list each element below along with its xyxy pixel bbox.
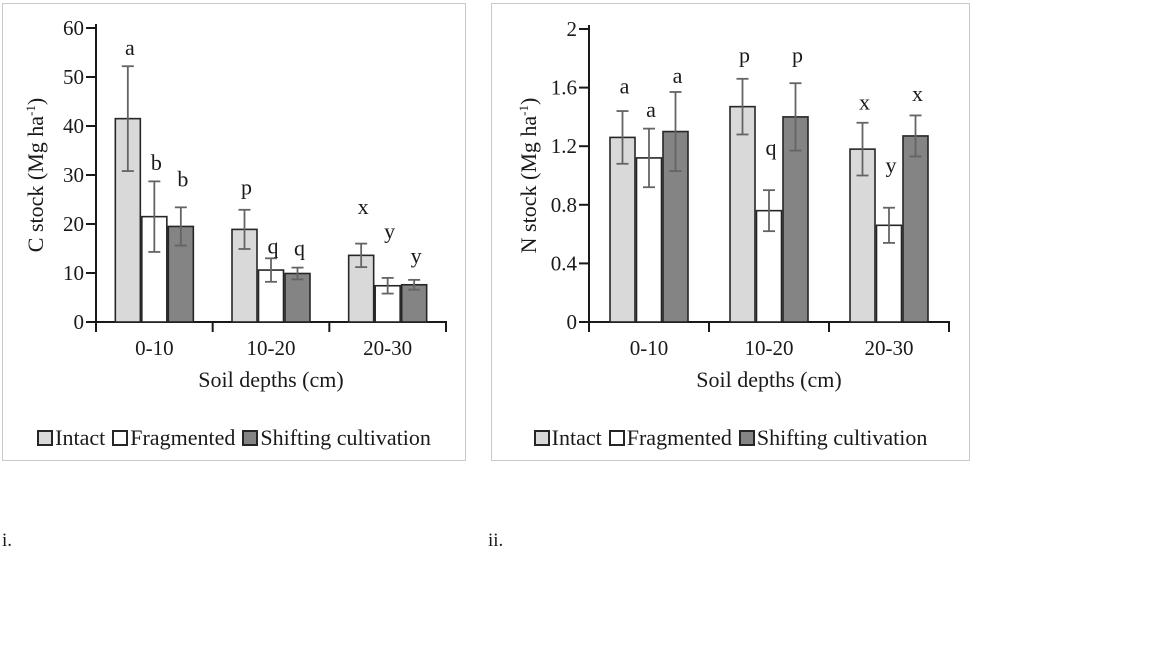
legend-swatch-icon-shifting-cultivation xyxy=(738,430,755,446)
sig-letter-shifting-cultivation-20-30: y xyxy=(411,243,422,268)
y-tick-label: 20 xyxy=(63,212,84,236)
y-tick-label: 0 xyxy=(74,310,85,334)
y-tick-label: 0.8 xyxy=(551,193,577,217)
c-stock-bar-chart: 0 10 20 30 40 50 60 0-10 10-20 20-30 Soil depths (… xyxy=(23,16,447,392)
panel-n-stock-chart: 0 0.4 0.8 1.2 1.6 2 0-10 10-20 20-30 Soil depths … xyxy=(491,3,970,461)
bar-intact-10-20 xyxy=(729,105,756,323)
legend-label-fragmented: Fragmented xyxy=(130,425,236,450)
legend-item-intact: Intact xyxy=(37,425,105,451)
figure-label-i: i. xyxy=(2,530,13,551)
legend-swatch-icon-shifting-cultivation xyxy=(242,430,259,446)
bar-intact-0-10 xyxy=(609,136,636,323)
y-tick-label: 2 xyxy=(567,17,578,41)
x-tick-label: 0-10 xyxy=(630,336,669,360)
sig-letter-intact-0-10: a xyxy=(620,73,630,98)
c-stock-legend: Intact Fragmented Shifting cultivation xyxy=(3,425,465,451)
bar-shifting-cultivation-20-30 xyxy=(400,283,428,323)
sig-letter-intact-10-20: p xyxy=(739,43,750,68)
y-tick-label: 0.4 xyxy=(551,251,578,275)
x-tick-label: 20-30 xyxy=(363,336,412,360)
x-axis-title: Soil depths (cm) xyxy=(198,367,343,392)
legend-swatch-icon-fragmented xyxy=(608,430,625,446)
bar-fragmented-20-30 xyxy=(374,284,401,323)
sig-letter-intact-0-10: a xyxy=(125,35,135,60)
legend-swatch-icon-intact xyxy=(37,430,54,446)
sig-letter-intact-20-30: x xyxy=(859,90,870,115)
sig-letter-shifting-cultivation-10-20: p xyxy=(792,43,803,68)
legend-swatch-icon-fragmented xyxy=(112,430,129,446)
legend-label-shifting-cultivation: Shifting cultivation xyxy=(756,425,928,450)
y-tick-label: 40 xyxy=(63,114,84,138)
y-tick-label: 10 xyxy=(63,261,84,285)
y-axis-title: C stock (Mg ha-1) xyxy=(23,98,48,252)
legend-item-fragmented: Fragmented xyxy=(112,425,235,451)
legend-label-intact: Intact xyxy=(55,425,106,450)
y-tick-label: 1.6 xyxy=(551,76,577,100)
x-tick-label: 0-10 xyxy=(135,336,174,360)
legend-item-intact: Intact xyxy=(533,425,602,451)
bar-shifting-cultivation-10-20 xyxy=(284,272,311,323)
n-stock-legend: Intact Fragmented Shifting cultivation xyxy=(492,425,969,451)
sig-letter-shifting-cultivation-10-20: q xyxy=(294,235,305,260)
x-tick-label: 10-20 xyxy=(247,336,296,360)
legend-label-fragmented: Fragmented xyxy=(626,425,732,450)
legend-swatch-icon-intact xyxy=(533,430,550,446)
y-tick-label: 30 xyxy=(63,163,84,187)
sig-letter-intact-20-30: x xyxy=(358,194,369,219)
y-tick-label: 1.2 xyxy=(551,134,577,158)
x-axis-title: Soil depths (cm) xyxy=(696,367,841,392)
sig-letter-fragmented-10-20: q xyxy=(766,135,777,160)
y-tick-label: 50 xyxy=(63,65,84,89)
bar-intact-0-10 xyxy=(114,117,142,323)
sig-letter-fragmented-10-20: q xyxy=(268,233,279,258)
n-stock-bar-chart: 0 0.4 0.8 1.2 1.6 2 0-10 10-20 20-30 Soil depths … xyxy=(516,17,950,392)
x-tick-label: 20-30 xyxy=(865,336,914,360)
panel-c-stock-chart: 0 10 20 30 40 50 60 0-10 10-20 20-30 Soil depths (… xyxy=(2,3,466,461)
figure-label-ii: ii. xyxy=(488,530,504,551)
legend-item-shifting-cultivation: Shifting cultivation xyxy=(738,425,928,451)
sig-letter-shifting-cultivation-20-30: x xyxy=(912,81,923,106)
sig-letter-intact-10-20: p xyxy=(241,175,252,200)
sig-letter-fragmented-0-10: a xyxy=(646,97,656,122)
sig-letter-fragmented-0-10: b xyxy=(151,150,162,175)
legend-item-shifting-cultivation: Shifting cultivation xyxy=(242,425,431,451)
y-tick-label: 0 xyxy=(567,310,578,334)
bar-shifting-cultivation-20-30 xyxy=(902,135,929,323)
sig-letter-fragmented-20-30: y xyxy=(886,153,897,178)
legend-label-intact: Intact xyxy=(551,425,602,450)
sig-letter-shifting-cultivation-0-10: a xyxy=(673,63,683,88)
legend-label-shifting-cultivation: Shifting cultivation xyxy=(260,425,431,450)
sig-letter-shifting-cultivation-0-10: b xyxy=(177,166,188,191)
x-tick-label: 10-20 xyxy=(745,336,794,360)
y-axis-title: N stock (Mg ha-1) xyxy=(516,98,541,254)
sig-letter-fragmented-20-30: y xyxy=(384,219,395,244)
legend-item-fragmented: Fragmented xyxy=(608,425,732,451)
y-tick-label: 60 xyxy=(63,16,84,40)
